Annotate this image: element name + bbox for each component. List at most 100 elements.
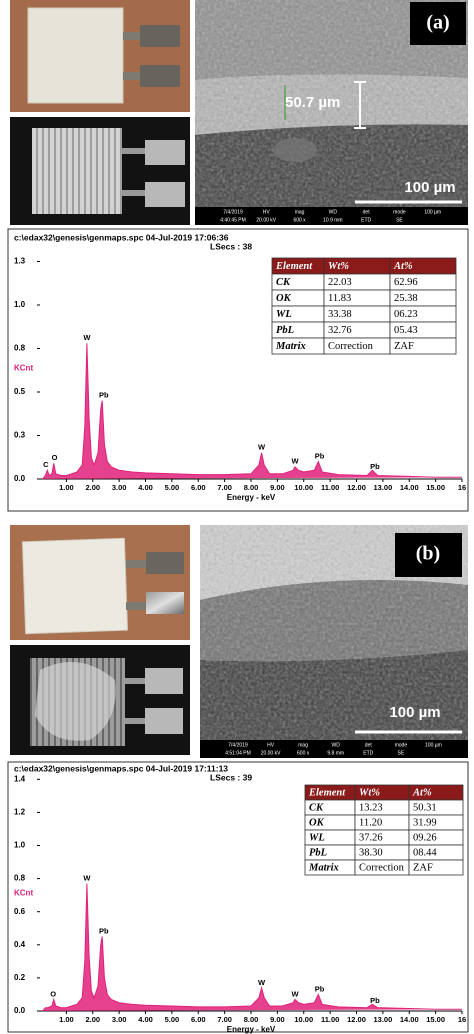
spectrum (42, 343, 462, 480)
x-tick-label: 14.00 (400, 1015, 419, 1024)
live-seconds: LSecs : 38 (210, 241, 252, 251)
x-tick-label: 3.00 (112, 483, 127, 492)
peak-label: Pb (315, 984, 325, 993)
x-tick-label: 7.00 (217, 1015, 232, 1024)
table-cell (389, 337, 457, 355)
x-tick-label: 2.00 (85, 483, 100, 492)
x-tick-label: 13.00 (373, 1015, 392, 1024)
table-header: Wt% (328, 261, 349, 272)
sem-info: HV (267, 742, 275, 748)
peak-label: O (52, 453, 58, 462)
scale-bar-label: 100 µm (389, 704, 440, 721)
peak-label: C (43, 460, 49, 469)
sem-info: ETD (363, 750, 373, 756)
photo-xray (10, 645, 190, 755)
x-tick-label: 6.00 (191, 1015, 206, 1024)
sem-image (200, 525, 468, 758)
panel-label: (a) (426, 12, 449, 34)
sem-info: SE (396, 217, 403, 223)
table-cell-text: 22.03 (328, 277, 352, 288)
peak-label: W (83, 874, 91, 883)
table-cell-text: WL (276, 309, 292, 320)
table-cell-text: PbL (276, 325, 294, 336)
sem-info: mode (395, 742, 408, 748)
y-tick-label: 1.2 (14, 808, 26, 817)
y-tick-label: 0.8 (14, 874, 26, 883)
photo-xray (10, 117, 190, 225)
table-cell-text: PbL (309, 847, 327, 858)
y-tick-label: 0.5 (14, 387, 26, 396)
table-cell-text: 13.23 (359, 802, 383, 813)
y-tick-label: 0.3 (14, 431, 26, 440)
peak-label: W (291, 457, 299, 466)
table-cell-text: 05.43 (394, 325, 418, 336)
table-cell-text: OK (276, 293, 292, 304)
peak-label: Pb (315, 451, 325, 460)
x-tick-label: 1.00 (59, 1015, 74, 1024)
table-cell (408, 859, 464, 876)
y-tick-label: 0.0 (14, 474, 26, 483)
table-cell-text: Correction (359, 862, 405, 873)
peak-label: W (258, 978, 266, 987)
x-tick-label: 15.00 (426, 1015, 445, 1024)
sem-info: 20.00 kV (261, 750, 281, 756)
x-tick-label: 14.00 (400, 483, 419, 492)
spectrum-header: c:\edax32\genesis\genmaps.spc 04-Jul-201… (14, 232, 229, 242)
sem-image (195, 0, 468, 225)
sem-info: SE (398, 750, 405, 756)
table-cell-text: 09.26 (413, 832, 437, 843)
table-cell-text: 06.23 (394, 309, 418, 320)
x-tick-label: 7.00 (217, 483, 232, 492)
spectrum (42, 883, 462, 1012)
peak-label: W (258, 443, 266, 452)
x-tick-label: 11.00 (321, 483, 339, 492)
table-header: Wt% (359, 787, 380, 798)
x-tick-label: 1.00 (59, 483, 74, 492)
table-cell-text: 31.99 (413, 817, 437, 828)
peak-label: W (83, 333, 91, 342)
thickness-label: 50.7 µm (285, 94, 340, 111)
x-tick-label: 15.00 (426, 483, 445, 492)
x-tick-label: 12.00 (347, 1015, 366, 1024)
sem-info: 4:40:45 PM (220, 217, 246, 223)
y-tick-label: 0.6 (14, 907, 26, 916)
peak-label: Pb (99, 390, 109, 399)
table-header: Element (308, 787, 346, 798)
x-tick-label: 5.00 (165, 483, 180, 492)
photo-device (10, 525, 190, 640)
table-cell-text: OK (309, 817, 325, 828)
x-tick-label: 10.00 (294, 483, 313, 492)
table-header: At% (393, 261, 413, 272)
table-cell-text: 25.38 (394, 293, 418, 304)
spectrum-header: c:\edax32\genesis\genmaps.spc 04-Jul-201… (14, 763, 228, 773)
sem-info: det (363, 209, 371, 215)
peak-label: Pb (370, 996, 380, 1005)
sem-info: 100 µm (424, 209, 441, 215)
x-tick-label: 13.00 (373, 483, 392, 492)
x-tick-label: 16 (458, 1015, 466, 1024)
sem-info: mag (295, 209, 305, 215)
table-cell-text: 62.96 (394, 277, 418, 288)
table-cell-text: 32.76 (328, 325, 352, 336)
table-cell-text: ZAF (394, 341, 414, 352)
sem-info: WD (329, 209, 338, 215)
table-cell-text: 11.20 (359, 817, 382, 828)
x-tick-label: 10.00 (294, 1015, 313, 1024)
x-tick-label: 4.00 (138, 483, 153, 492)
x-tick-label: 9.00 (270, 483, 285, 492)
sem-info: 7/4/2019 (223, 209, 243, 215)
sem-info: det (365, 742, 373, 748)
x-tick-label: 8.00 (244, 1015, 259, 1024)
x-axis-label: Energy - keV (227, 1025, 276, 1034)
x-tick-label: 11.00 (321, 1015, 339, 1024)
y-axis-label: KCnt (14, 364, 33, 373)
table-cell-text: CK (276, 277, 291, 288)
x-tick-label: 16 (458, 483, 466, 492)
table-cell-text: WL (309, 832, 325, 843)
sem-info: ETD (361, 217, 371, 223)
sem-info: HV (263, 209, 271, 215)
sem-info: 20.00 kV (256, 217, 276, 223)
sem-info: 9.8 mm (327, 750, 344, 756)
table-cell-text: 37.26 (359, 832, 383, 843)
peak-label: O (50, 989, 56, 998)
